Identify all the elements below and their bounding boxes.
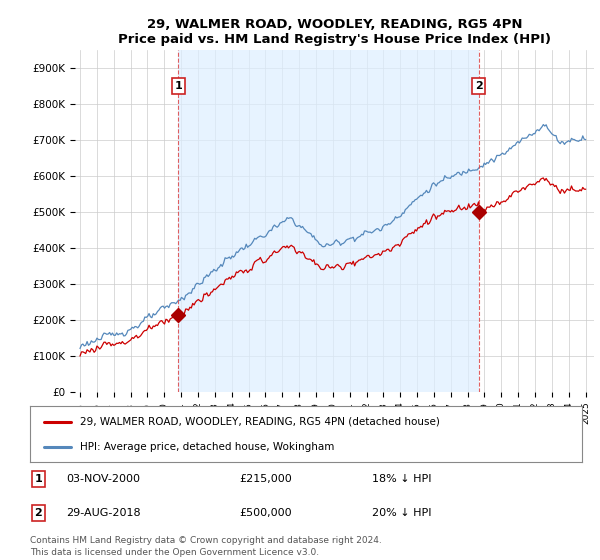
Text: 1: 1 (34, 474, 42, 484)
Text: 29-AUG-2018: 29-AUG-2018 (66, 508, 140, 518)
Text: HPI: Average price, detached house, Wokingham: HPI: Average price, detached house, Woki… (80, 442, 334, 452)
Bar (178, 50, 479, 392)
Text: £215,000: £215,000 (240, 474, 293, 484)
Text: 20% ↓ HPI: 20% ↓ HPI (372, 508, 432, 518)
Text: 1: 1 (175, 81, 182, 91)
Title: 29, WALMER ROAD, WOODLEY, READING, RG5 4PN
Price paid vs. HM Land Registry's Hou: 29, WALMER ROAD, WOODLEY, READING, RG5 4… (118, 18, 551, 46)
Text: 2: 2 (475, 81, 482, 91)
Text: 03-NOV-2000: 03-NOV-2000 (66, 474, 140, 484)
Text: £500,000: £500,000 (240, 508, 292, 518)
Text: 2: 2 (34, 508, 42, 518)
Text: 18% ↓ HPI: 18% ↓ HPI (372, 474, 432, 484)
Text: Contains HM Land Registry data © Crown copyright and database right 2024.
This d: Contains HM Land Registry data © Crown c… (30, 536, 382, 557)
Text: 29, WALMER ROAD, WOODLEY, READING, RG5 4PN (detached house): 29, WALMER ROAD, WOODLEY, READING, RG5 4… (80, 417, 440, 427)
